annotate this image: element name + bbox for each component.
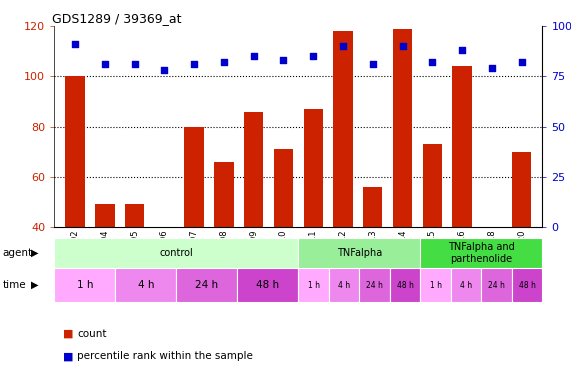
Point xyxy=(70,41,79,47)
Text: 48 h: 48 h xyxy=(397,280,413,290)
Text: agent: agent xyxy=(3,248,33,258)
Point xyxy=(487,65,496,71)
Text: 48 h: 48 h xyxy=(256,280,279,290)
Bar xyxy=(125,204,144,227)
Bar xyxy=(304,109,323,227)
Text: 1 h: 1 h xyxy=(308,280,320,290)
Text: percentile rank within the sample: percentile rank within the sample xyxy=(77,351,253,361)
Text: 4 h: 4 h xyxy=(338,280,350,290)
Text: 24 h: 24 h xyxy=(366,280,383,290)
Text: count: count xyxy=(77,329,107,339)
Bar xyxy=(176,268,238,302)
Bar xyxy=(95,204,115,227)
Bar xyxy=(512,152,531,227)
Point xyxy=(279,57,288,63)
Point xyxy=(190,62,199,68)
Bar xyxy=(298,268,329,302)
Bar xyxy=(390,268,420,302)
Bar xyxy=(244,111,263,227)
Point xyxy=(309,53,318,59)
Text: GDS1289 / 39369_at: GDS1289 / 39369_at xyxy=(52,12,182,25)
Bar xyxy=(238,268,298,302)
Bar xyxy=(481,268,512,302)
Text: time: time xyxy=(3,280,26,290)
Text: 24 h: 24 h xyxy=(195,280,218,290)
Point xyxy=(398,44,407,50)
Bar xyxy=(363,187,383,227)
Text: 4 h: 4 h xyxy=(460,280,472,290)
Point xyxy=(130,62,139,68)
Bar xyxy=(54,268,115,302)
Text: TNFalpha: TNFalpha xyxy=(337,248,382,258)
Bar xyxy=(184,127,204,227)
Point xyxy=(428,59,437,65)
Bar xyxy=(298,238,420,268)
Point xyxy=(219,59,228,65)
Bar xyxy=(420,238,542,268)
Text: ▶: ▶ xyxy=(31,248,39,258)
Point xyxy=(368,62,377,68)
Text: ▶: ▶ xyxy=(31,280,39,290)
Point xyxy=(517,59,526,65)
Point xyxy=(457,47,467,53)
Text: ■: ■ xyxy=(63,351,73,361)
Text: ■: ■ xyxy=(63,329,73,339)
Text: 48 h: 48 h xyxy=(519,280,536,290)
Bar xyxy=(451,268,481,302)
Bar xyxy=(359,268,390,302)
Point xyxy=(100,62,110,68)
Bar xyxy=(115,268,176,302)
Bar xyxy=(214,162,234,227)
Point xyxy=(249,53,258,59)
Bar xyxy=(393,29,412,227)
Bar xyxy=(423,144,442,227)
Bar xyxy=(333,31,353,227)
Bar xyxy=(66,76,85,227)
Text: TNFalpha and
parthenolide: TNFalpha and parthenolide xyxy=(448,242,515,264)
Text: 1 h: 1 h xyxy=(77,280,93,290)
Bar xyxy=(274,149,293,227)
Text: 4 h: 4 h xyxy=(138,280,154,290)
Point xyxy=(160,68,169,74)
Point xyxy=(339,44,348,50)
Bar xyxy=(54,238,298,268)
Bar xyxy=(452,66,472,227)
Bar xyxy=(420,268,451,302)
Bar xyxy=(512,268,542,302)
Text: 24 h: 24 h xyxy=(488,280,505,290)
Bar xyxy=(329,268,359,302)
Text: 1 h: 1 h xyxy=(429,280,441,290)
Text: control: control xyxy=(159,248,193,258)
